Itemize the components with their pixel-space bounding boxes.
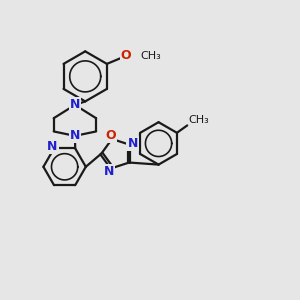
Text: O: O xyxy=(121,50,131,62)
Text: O: O xyxy=(105,129,116,142)
Text: CH₃: CH₃ xyxy=(189,115,209,125)
Text: N: N xyxy=(47,140,58,154)
Text: N: N xyxy=(128,136,138,150)
Text: CH₃: CH₃ xyxy=(141,51,161,61)
Text: N: N xyxy=(70,98,80,111)
Text: N: N xyxy=(104,165,114,178)
Text: N: N xyxy=(70,129,80,142)
